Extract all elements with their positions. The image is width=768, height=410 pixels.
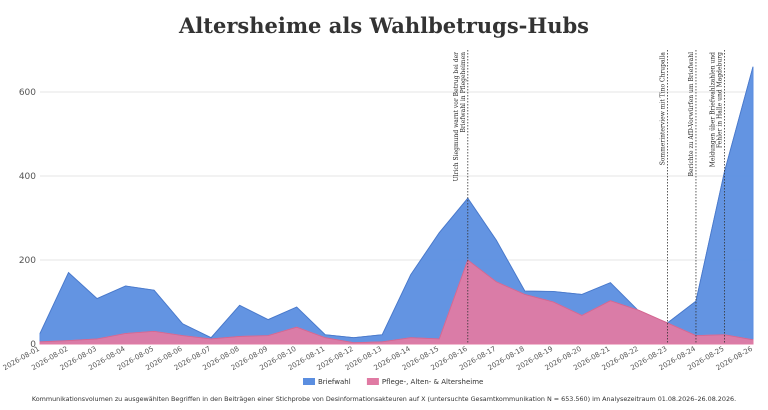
- x-axis: 2026-08-012026-08-022026-08-032026-08-04…: [2, 345, 755, 373]
- y-tick-label: 600: [19, 88, 36, 98]
- legend-swatch: [366, 378, 379, 385]
- chart-title: Altersheime als Wahlbetrugs-Hubs: [178, 13, 589, 38]
- line-series-1: [39, 66, 754, 339]
- legend-label: Pflege-, Alten- & Altersheime: [382, 378, 483, 386]
- chart-caption: Kommunikationsvolumen zu ausgewählten Be…: [32, 395, 736, 403]
- line-series-2: [39, 259, 754, 344]
- legend: Briefwahl Pflege-, Alten- & Altersheime: [303, 378, 483, 386]
- y-axis: 0 200 400 600: [19, 88, 36, 350]
- area-series-1: [39, 66, 754, 345]
- legend-label: Briefwahl: [318, 378, 351, 386]
- annotation-label: Sommerinterview mit Tino Chrupalla: [659, 52, 666, 166]
- y-tick-label: 200: [19, 256, 36, 266]
- annotation-label: Briefwahl in Pflegeheimen: [460, 52, 467, 133]
- annotation-label: Fehler in Halle und Magdeburg: [716, 52, 723, 148]
- annotation-label: Berichte zu AfD-Vorwürfen um Briefwahl: [688, 52, 695, 176]
- plot-areas: [39, 66, 754, 345]
- legend-swatch: [303, 378, 315, 385]
- annotation-label: Meldungen über Briefwahlzahlen und: [709, 52, 716, 167]
- y-tick-label: 0: [30, 340, 36, 350]
- annotations: Ulrich Siegmund warnt vor Betrug bei der…: [453, 50, 725, 344]
- annotation-label: Ulrich Siegmund warnt vor Betrug bei der: [453, 52, 460, 181]
- y-tick-label: 400: [19, 172, 36, 182]
